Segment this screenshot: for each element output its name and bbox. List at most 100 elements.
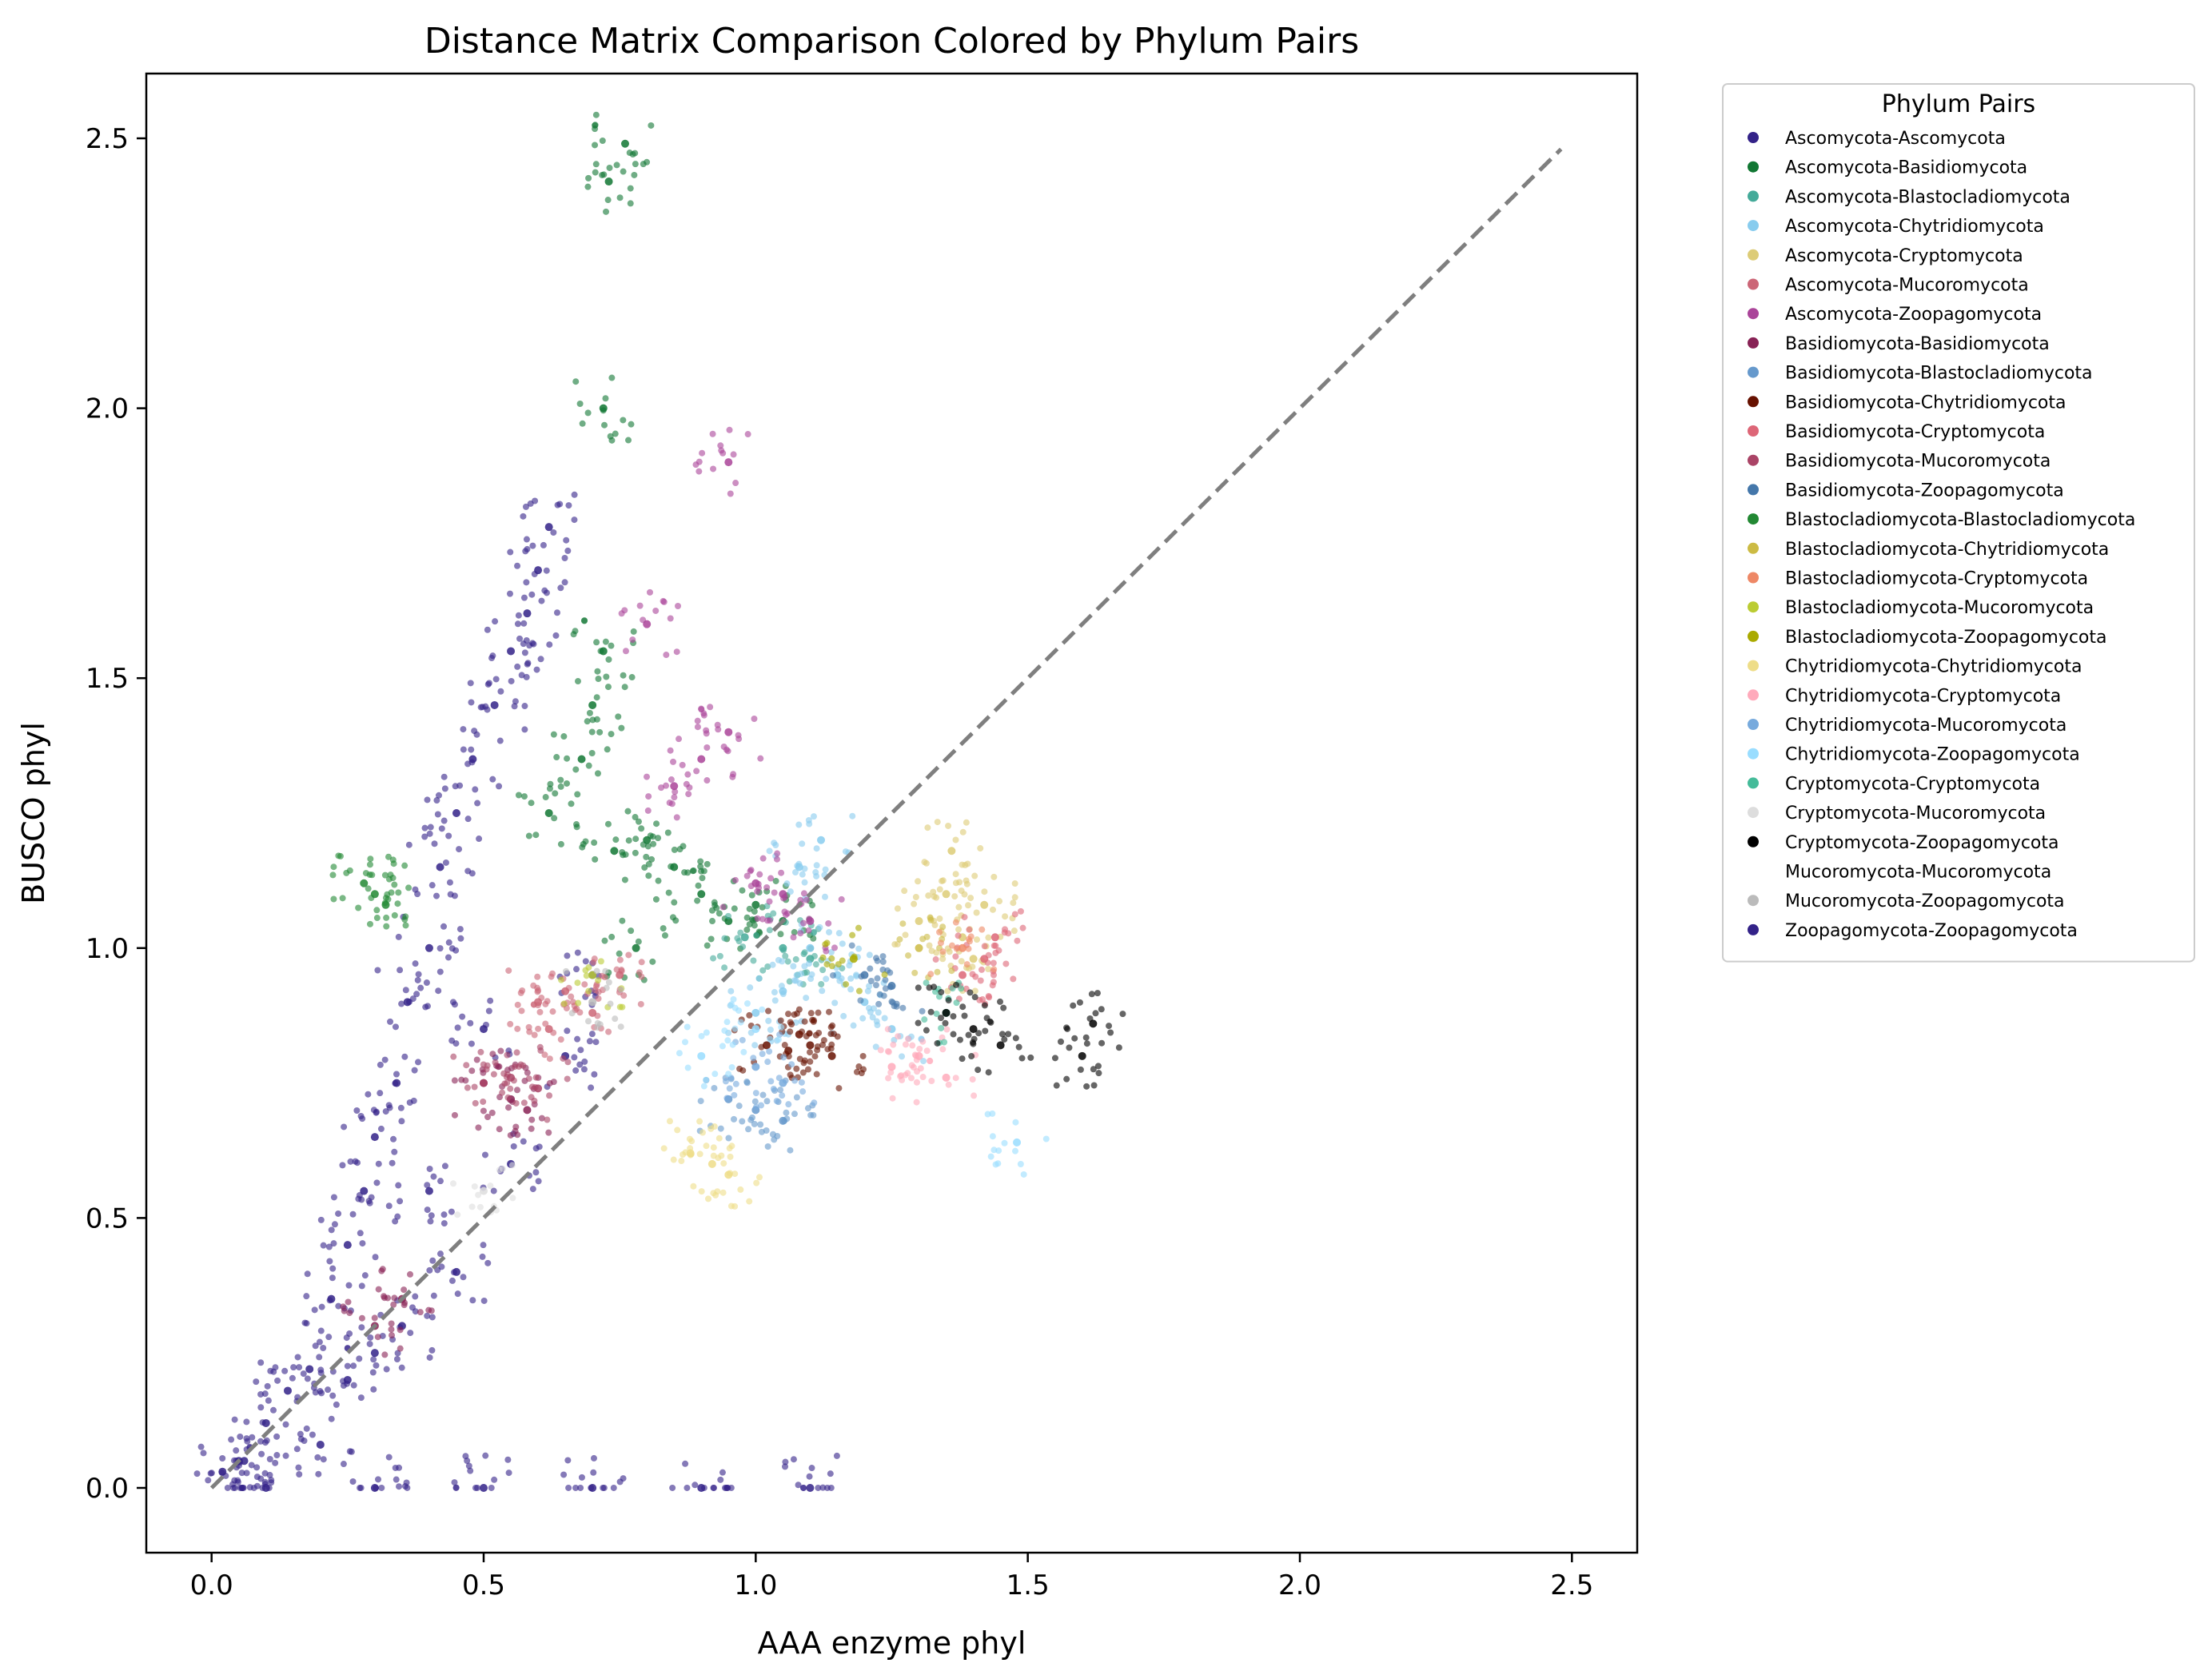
data-point-jitter [515,612,522,619]
data-point-jitter [950,1013,957,1020]
data-point-jitter [793,1094,800,1101]
data-point-jitter [317,1216,325,1223]
data-point-jitter [731,1091,738,1099]
data-point-jitter [998,1031,1006,1038]
data-point-jitter [389,1332,396,1339]
data-point [751,1025,760,1034]
data-point-jitter [576,1009,584,1016]
data-point-jitter [939,877,947,884]
data-point-jitter [560,733,568,740]
legend-label: Ascomycota-Cryptomycota [1785,246,2023,266]
data-point-jitter [248,1462,255,1469]
data-point-jitter [511,703,518,710]
data-point-jitter [934,819,941,826]
data-point-jitter [542,1020,549,1027]
data-point-jitter [746,1198,753,1205]
data-point-jitter [735,1103,743,1110]
data-point-jitter [269,1406,277,1414]
data-point-jitter [267,1367,274,1374]
data-point-jitter [685,791,692,798]
data-point-jitter [977,845,984,852]
data-point-jitter [800,890,807,897]
data-point-jitter [725,912,732,919]
data-point-jitter [620,851,627,859]
data-point-jitter [520,594,528,601]
data-point-jitter [386,1104,393,1111]
data-point-jitter [576,401,584,408]
data-point-jitter [1094,990,1101,997]
data-point [827,1051,836,1060]
data-point-jitter [759,855,767,862]
data-point-jitter [397,1198,404,1205]
data-point-jitter [585,762,592,769]
data-point-jitter [574,678,581,685]
data-point-jitter [785,1101,792,1108]
data-point-jitter [638,959,645,966]
data-point-jitter [690,867,697,874]
data-point-jitter [452,947,460,954]
data-point-jitter [608,374,616,381]
legend-label: Basidiomycota-Blastocladiomycota [1785,364,2093,384]
data-point-jitter [618,967,625,975]
data-point-jitter [987,1153,994,1160]
data-point-jitter [644,158,651,166]
data-point-jitter [681,869,688,876]
data-point-jitter [665,889,672,896]
data-point-jitter [579,420,586,427]
data-point-jitter [550,1079,557,1086]
data-point-jitter [593,694,600,701]
data-point-jitter [923,979,930,987]
data-point-jitter [869,1014,876,1021]
data-point-jitter [347,1158,354,1165]
data-point-jitter [197,1443,205,1450]
legend-marker [1748,366,1759,378]
data-point-jitter [599,137,606,144]
data-point-jitter [788,1061,795,1068]
data-point-jitter [612,430,619,437]
data-point-jitter [776,1031,783,1039]
data-point-jitter [721,1484,728,1491]
data-point-jitter [553,754,560,761]
data-point-jitter [655,835,662,842]
data-point-jitter [476,1203,484,1210]
data-point-jitter [487,1182,494,1190]
data-point-jitter [545,1129,552,1136]
data-point-jitter [375,1286,382,1293]
data-point-jitter [790,1456,797,1463]
data-point-jitter [335,1210,342,1217]
data-point-jitter [783,880,791,887]
data-point-jitter [421,833,428,840]
data-point-jitter [565,984,572,991]
chart-title: Distance Matrix Comparison Colored by Ph… [424,21,1359,62]
data-point-jitter [950,1031,957,1038]
legend-label: Basidiomycota-Zoopagomycota [1785,481,2064,501]
data-point-jitter [721,935,728,942]
data-point-jitter [743,872,751,879]
data-point-jitter [518,1007,525,1015]
data-point [817,836,826,844]
data-point-jitter [747,867,754,875]
data-point-jitter [468,759,476,766]
data-point-jitter [664,829,672,836]
data-point-jitter [510,1143,517,1150]
data-point-jitter [422,1003,429,1011]
data-point-jitter [828,955,835,962]
data-point-jitter [534,1002,541,1009]
data-point [724,728,733,736]
legend-label: Blastocladiomycota-Chytridiomycota [1785,540,2109,560]
data-point-jitter [660,925,667,932]
data-point-jitter [978,966,985,973]
data-point-jitter [783,1109,790,1116]
data-point-jitter [266,1471,273,1478]
data-point-jitter [381,1351,389,1358]
data-point-jitter [811,1053,819,1060]
data-point-jitter [766,847,773,855]
data-point-jitter [953,945,960,952]
legend-label: Ascomycota-Basidiomycota [1785,158,2027,178]
legend-marker [1748,396,1759,408]
data-point-jitter [717,1476,724,1483]
legend-label: Blastocladiomycota-Mucoromycota [1785,598,2094,618]
data-point-jitter [317,1370,325,1377]
data-point-jitter [767,875,775,882]
data-point-jitter [1012,1035,1019,1042]
